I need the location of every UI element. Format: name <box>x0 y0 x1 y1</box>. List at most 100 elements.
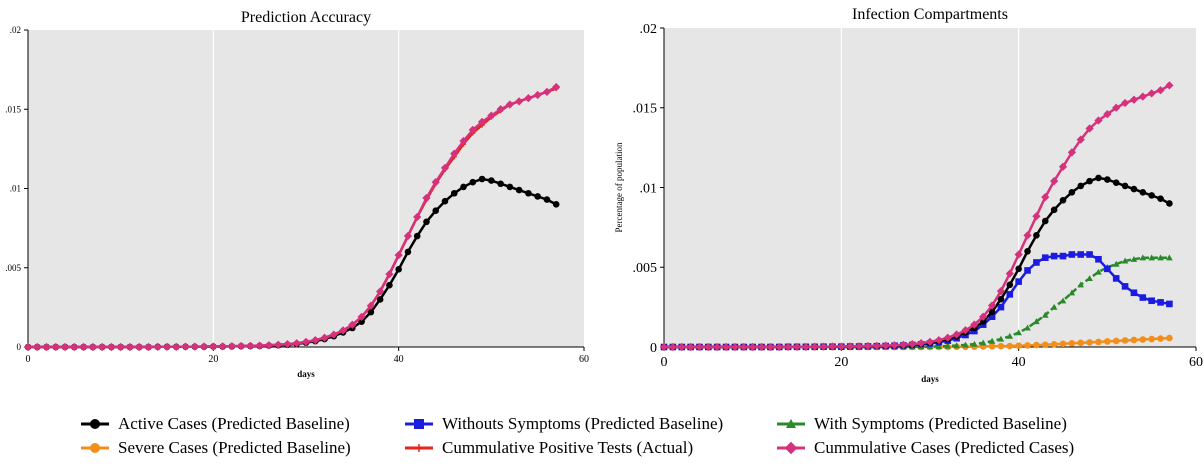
series-5 <box>659 81 1174 352</box>
data-point <box>1148 192 1155 199</box>
data-point <box>713 342 722 352</box>
legend-item-without-symptoms: Withouts Symptoms (Predicted Baseline) <box>404 414 776 434</box>
data-point <box>533 90 542 100</box>
data-point <box>469 178 477 186</box>
data-point <box>1121 337 1129 344</box>
x-tick-label: 40 <box>394 354 404 365</box>
data-point <box>1024 267 1031 274</box>
data-point <box>450 189 458 197</box>
legend-label: Severe Cases (Predicted Baseline) <box>118 438 351 457</box>
data-point <box>1006 332 1014 339</box>
data-point <box>190 342 199 351</box>
data-point <box>1033 318 1040 325</box>
data-point <box>478 175 486 183</box>
data-point <box>460 183 467 191</box>
data-point <box>1068 188 1076 196</box>
data-point <box>60 342 70 352</box>
data-point <box>1129 95 1139 104</box>
data-point <box>890 341 899 350</box>
data-point <box>1157 335 1164 342</box>
series-line <box>664 84 1170 349</box>
data-point <box>872 341 881 351</box>
x-tick-label: 20 <box>208 354 218 365</box>
legend-item-severe-cases: Severe Cases (Predicted Baseline) <box>80 438 404 458</box>
data-point <box>255 341 264 350</box>
data-point <box>301 337 311 347</box>
data-point <box>524 94 533 103</box>
data-point <box>659 342 669 352</box>
data-point <box>1130 289 1138 297</box>
data-point <box>496 105 505 114</box>
data-point <box>988 308 996 316</box>
data-point <box>1015 329 1022 336</box>
y-tick-label: .005 <box>633 261 658 276</box>
data-point <box>1005 269 1014 278</box>
data-point <box>1068 251 1076 258</box>
data-point <box>376 296 384 303</box>
data-point <box>1165 81 1174 90</box>
data-point <box>988 343 996 350</box>
data-point <box>1059 252 1067 260</box>
legend-label: Cummulative Positive Tests (Actual) <box>442 438 694 457</box>
data-point <box>534 193 541 200</box>
data-point <box>1086 339 1093 346</box>
data-point <box>450 149 459 158</box>
data-point <box>881 341 890 350</box>
data-point <box>459 136 468 146</box>
data-point <box>1130 336 1138 344</box>
data-point <box>264 341 274 350</box>
data-point <box>997 335 1005 342</box>
data-point <box>819 342 828 351</box>
data-point <box>98 342 107 352</box>
data-point <box>1024 342 1031 349</box>
data-point <box>1156 86 1165 95</box>
data-point <box>1086 275 1093 282</box>
y-axis-label: Percentage of population <box>614 142 624 232</box>
data-point <box>1166 200 1173 207</box>
data-point <box>695 342 704 352</box>
data-point <box>125 342 135 352</box>
data-point <box>367 308 375 316</box>
data-point <box>1033 341 1040 349</box>
data-point <box>172 342 181 351</box>
data-point <box>1050 303 1058 310</box>
legend-swatch <box>777 441 805 455</box>
data-point <box>1041 217 1049 225</box>
data-point <box>542 87 552 96</box>
data-point <box>917 339 926 348</box>
data-point <box>988 313 996 320</box>
data-point <box>42 342 51 352</box>
data-point <box>970 320 979 329</box>
data-point <box>1121 257 1129 264</box>
data-point <box>1014 250 1023 259</box>
data-point <box>515 97 524 106</box>
data-point <box>1148 297 1155 305</box>
data-point <box>1112 275 1120 282</box>
data-point <box>505 100 514 109</box>
data-point <box>1006 342 1014 350</box>
data-point <box>1050 340 1058 348</box>
data-point <box>395 266 402 273</box>
data-point <box>952 330 961 339</box>
data-point <box>925 337 935 347</box>
data-point <box>135 342 144 352</box>
data-point <box>1095 174 1102 182</box>
data-point <box>1148 335 1155 343</box>
data-point <box>1024 324 1031 331</box>
y-tick-label: 0 <box>650 341 657 356</box>
charts-canvas: 0 .005 .01 .015 .02 0 20 40 60 Prediction Accurac… <box>5 6 1203 384</box>
data-point <box>413 232 421 240</box>
data-point <box>792 342 802 351</box>
data-point <box>1058 162 1068 171</box>
data-point <box>1041 311 1049 318</box>
data-point <box>1032 212 1041 221</box>
data-point <box>394 250 403 260</box>
chart-title: Infection Compartments <box>852 6 1008 23</box>
data-point <box>704 342 713 352</box>
legend-item-with-symptoms: With Symptoms (Predicted Baseline) <box>776 414 1176 434</box>
legend-row: Severe Cases (Predicted Baseline) Cummul… <box>80 436 1190 460</box>
data-point <box>828 342 837 351</box>
data-point <box>246 341 255 351</box>
data-point <box>423 218 430 226</box>
data-point <box>366 301 375 310</box>
